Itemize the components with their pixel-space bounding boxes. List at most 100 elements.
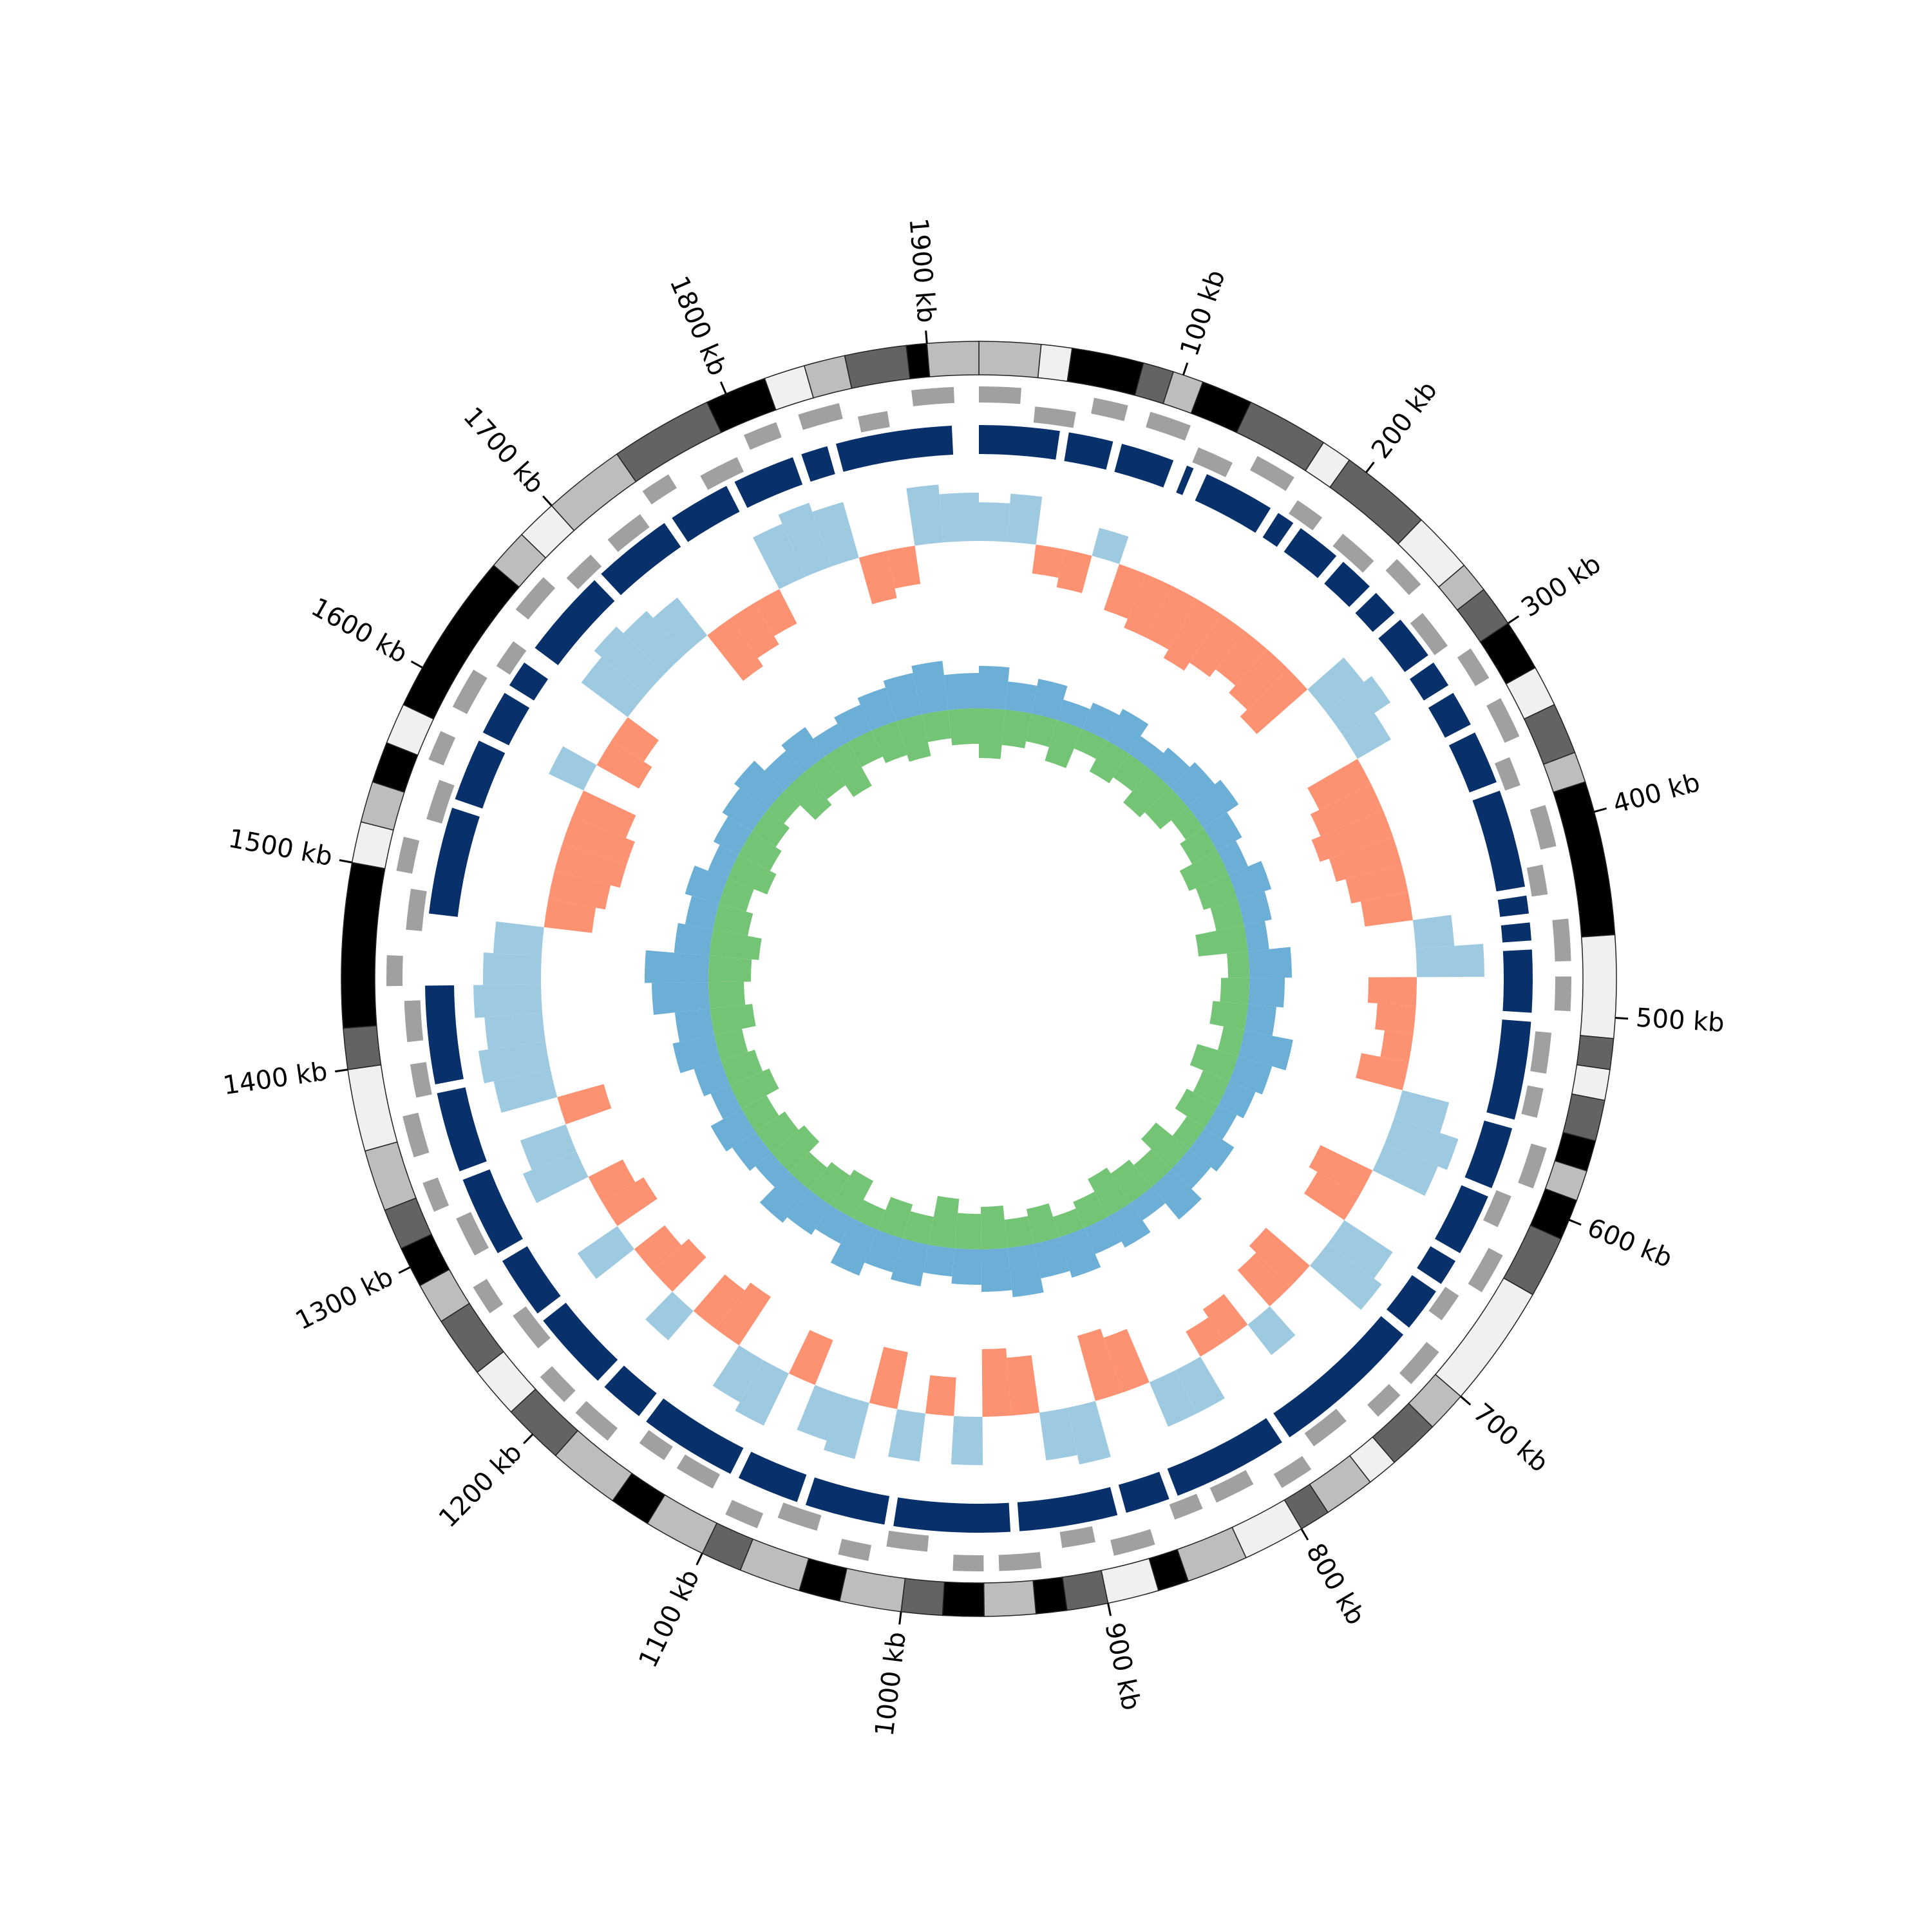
skew-bar bbox=[1342, 713, 1391, 759]
skew-bar bbox=[623, 611, 686, 674]
gc-bar bbox=[1193, 1070, 1229, 1106]
skew-bar bbox=[797, 1385, 842, 1441]
gene bbox=[743, 422, 782, 450]
synteny-block bbox=[734, 457, 803, 508]
gene bbox=[642, 474, 677, 505]
gc-bar bbox=[1217, 840, 1248, 875]
gc-bar bbox=[713, 816, 752, 855]
gene bbox=[798, 402, 843, 430]
gc-bar bbox=[1218, 1081, 1256, 1119]
synteny-block bbox=[462, 1169, 523, 1253]
tick-mark bbox=[542, 495, 553, 507]
gc-bar bbox=[853, 1200, 886, 1230]
skew-bar bbox=[1310, 784, 1383, 837]
gene bbox=[402, 1112, 430, 1158]
gc-bar bbox=[902, 1211, 934, 1245]
synteny-block bbox=[979, 425, 1060, 460]
synteny-block bbox=[1501, 922, 1531, 943]
skew-bar bbox=[812, 502, 859, 567]
gene bbox=[396, 837, 420, 874]
gc-bar bbox=[685, 866, 728, 904]
tick-mark bbox=[1300, 1528, 1309, 1540]
karyotype-band bbox=[1553, 781, 1616, 938]
skew-bar bbox=[548, 871, 611, 910]
gc-bar bbox=[1229, 1056, 1273, 1095]
gc-bar bbox=[741, 1095, 779, 1132]
tick-label: 400 kb bbox=[1610, 768, 1703, 819]
gc-bar bbox=[1171, 1149, 1211, 1189]
tick-label: 1300 kb bbox=[291, 1262, 398, 1336]
tick-label: 600 kb bbox=[1583, 1213, 1676, 1274]
gene bbox=[1530, 1031, 1552, 1074]
gc-bar bbox=[1088, 1168, 1131, 1217]
gc-bar bbox=[1228, 860, 1272, 900]
gc-bar bbox=[1244, 921, 1269, 952]
gc-bar bbox=[685, 896, 719, 930]
skew-bar bbox=[1375, 1003, 1416, 1034]
karyotype-band bbox=[905, 343, 931, 379]
skew-bar bbox=[1103, 1329, 1150, 1393]
synteny-block bbox=[1409, 662, 1449, 701]
skew-bar bbox=[715, 1282, 771, 1346]
tick-label: 200 kb bbox=[1366, 376, 1443, 464]
gene bbox=[1494, 757, 1520, 791]
gc-bar bbox=[831, 1170, 874, 1219]
skew-bar bbox=[1412, 914, 1455, 949]
skew-bar bbox=[1124, 574, 1173, 638]
skew-bar bbox=[1307, 759, 1372, 810]
gc-bar bbox=[1195, 925, 1248, 957]
gc-bar bbox=[1171, 806, 1204, 840]
gene bbox=[998, 1551, 1042, 1571]
gc-bar bbox=[825, 742, 872, 797]
gene bbox=[700, 457, 744, 490]
gene bbox=[575, 1401, 618, 1441]
synteny-block bbox=[1324, 562, 1370, 607]
karyotype-band bbox=[942, 1581, 985, 1617]
synteny-block bbox=[1114, 444, 1174, 488]
karyotype-band bbox=[838, 1567, 906, 1613]
gene bbox=[1552, 918, 1571, 961]
skew-bar bbox=[493, 1069, 558, 1113]
gene bbox=[1428, 1287, 1459, 1321]
synteny-block bbox=[482, 692, 530, 746]
gc-bar bbox=[674, 923, 714, 956]
synteny-block bbox=[425, 985, 464, 1084]
skew-bar bbox=[707, 618, 763, 681]
skew-bar bbox=[1215, 630, 1267, 686]
gc-bar bbox=[1082, 703, 1120, 741]
skew-bar bbox=[979, 502, 1010, 542]
skew-bar bbox=[712, 1345, 764, 1403]
skew-bar bbox=[652, 1238, 706, 1292]
gc-bar bbox=[1113, 753, 1150, 791]
karyotype-band bbox=[1576, 1035, 1615, 1070]
gene bbox=[979, 386, 1022, 404]
tick-mark bbox=[1365, 461, 1375, 473]
gc-bar bbox=[1130, 1186, 1166, 1220]
gene bbox=[1169, 1493, 1203, 1520]
skew-bar bbox=[1327, 1220, 1393, 1279]
skew-bar bbox=[925, 1375, 956, 1416]
skew-bar bbox=[753, 524, 806, 589]
gc-bar bbox=[694, 1060, 730, 1097]
skew-bar bbox=[577, 1226, 634, 1279]
karyotype-band bbox=[1101, 1558, 1159, 1604]
karyotype-band bbox=[739, 1538, 810, 1591]
gene bbox=[426, 780, 455, 824]
synteny-block bbox=[1486, 1019, 1531, 1120]
skew-bar bbox=[1039, 1407, 1077, 1461]
karyotype-band bbox=[343, 1025, 382, 1070]
gene bbox=[1332, 533, 1374, 573]
skew-bar bbox=[520, 1124, 576, 1170]
gc-bar bbox=[1005, 681, 1037, 714]
gc-bar bbox=[1128, 735, 1164, 770]
tick-mark bbox=[523, 1434, 534, 1444]
skew-bar bbox=[824, 1394, 869, 1459]
skew-bar bbox=[1202, 1294, 1248, 1341]
skew-bar bbox=[611, 717, 659, 762]
karyotype-band bbox=[364, 1141, 417, 1211]
tick-mark bbox=[410, 660, 423, 669]
synteny-block bbox=[805, 1477, 890, 1525]
skew-bar bbox=[1240, 668, 1308, 734]
gc-bar bbox=[1180, 828, 1217, 864]
synteny-block bbox=[646, 1398, 744, 1474]
